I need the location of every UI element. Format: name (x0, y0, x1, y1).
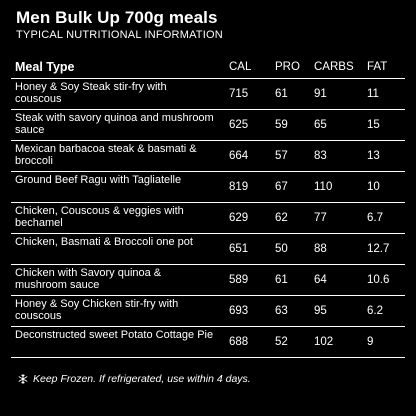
table-row: Ground Beef Ragu with Tagliatelle 819 67… (11, 172, 405, 203)
fat-value: 10.6 (367, 274, 390, 286)
fat-value: 6.2 (367, 305, 383, 317)
pro-value: 52 (275, 336, 288, 348)
fat-value: 6.7 (367, 212, 383, 224)
cal-value: 629 (229, 212, 249, 224)
column-header-cal: CAL (229, 61, 252, 73)
carbs-value: 64 (314, 274, 327, 286)
storage-note-text: Keep Frozen. If refrigerated, use within… (33, 373, 251, 385)
meal-name: Steak with savory quinoa and mushroom sa… (15, 112, 214, 136)
cal-value: 664 (229, 150, 249, 162)
pro-value: 62 (275, 212, 288, 224)
meal-name: Honey & Soy Steak stir-fry with couscous (15, 81, 167, 105)
cal-value: 715 (229, 88, 249, 100)
meal-name: Honey & Soy Chicken stir-fry with cousco… (15, 298, 179, 322)
page-title: Men Bulk Up 700g meals (16, 8, 218, 27)
carbs-value: 77 (314, 212, 327, 224)
meal-name: Chicken with Savory quinoa & mushroom sa… (15, 267, 162, 291)
carbs-value: 65 (314, 119, 327, 131)
pro-value: 50 (275, 243, 288, 255)
table-row: Honey & Soy Chicken stir-fry with cousco… (11, 296, 405, 327)
cal-value: 688 (229, 336, 249, 348)
fat-value: 10 (367, 181, 380, 193)
meal-name: Chicken, Couscous & veggies with bechame… (15, 205, 184, 229)
carbs-value: 95 (314, 305, 327, 317)
column-header-carbs: CARBS (314, 61, 354, 73)
snowflake-icon (18, 374, 28, 384)
carbs-value: 102 (314, 336, 334, 348)
column-header-meal-type: Meal Type (15, 60, 75, 74)
table-row: Mexican barbacoa steak & basmati & brocc… (11, 141, 405, 172)
carbs-value: 91 (314, 88, 327, 100)
column-header-pro: PRO (275, 61, 300, 73)
pro-value: 59 (275, 119, 288, 131)
meal-name: Mexican barbacoa steak & basmati & brocc… (15, 143, 197, 167)
pro-value: 63 (275, 305, 288, 317)
cal-value: 693 (229, 305, 249, 317)
cal-value: 589 (229, 274, 249, 286)
fat-value: 12.7 (367, 243, 390, 255)
fat-value: 11 (367, 88, 379, 100)
table-row: Deconstructed sweet Potato Cottage Pie 6… (11, 327, 405, 358)
pro-value: 57 (275, 150, 288, 162)
column-header-fat: FAT (367, 61, 388, 73)
table-row: Honey & Soy Steak stir-fry with couscous… (11, 79, 405, 110)
cal-value: 819 (229, 181, 249, 193)
pro-value: 61 (275, 88, 288, 100)
meal-name: Chicken, Basmati & Broccoli one pot (15, 236, 193, 248)
meal-name: Deconstructed sweet Potato Cottage Pie (15, 329, 214, 341)
cal-value: 625 (229, 119, 249, 131)
carbs-value: 88 (314, 243, 327, 255)
fat-value: 15 (367, 119, 380, 131)
pro-value: 61 (275, 274, 288, 286)
nutrition-table: Meal Type CAL PRO CARBS FAT Honey & Soy … (11, 54, 405, 358)
fat-value: 13 (367, 150, 380, 162)
table-row: Chicken with Savory quinoa & mushroom sa… (11, 265, 405, 296)
table-row: Chicken, Basmati & Broccoli one pot 651 … (11, 234, 405, 265)
table-header: Meal Type CAL PRO CARBS FAT (11, 54, 405, 79)
storage-note: Keep Frozen. If refrigerated, use within… (18, 373, 251, 385)
cal-value: 651 (229, 243, 249, 255)
carbs-value: 110 (314, 181, 333, 193)
page-subtitle: TYPICAL NUTRITIONAL INFORMATION (16, 29, 223, 41)
meal-name: Ground Beef Ragu with Tagliatelle (15, 174, 182, 186)
fat-value: 9 (367, 336, 374, 348)
carbs-value: 83 (314, 150, 327, 162)
table-row: Chicken, Couscous & veggies with bechame… (11, 203, 405, 234)
table-row: Steak with savory quinoa and mushroom sa… (11, 110, 405, 141)
pro-value: 67 (275, 181, 288, 193)
